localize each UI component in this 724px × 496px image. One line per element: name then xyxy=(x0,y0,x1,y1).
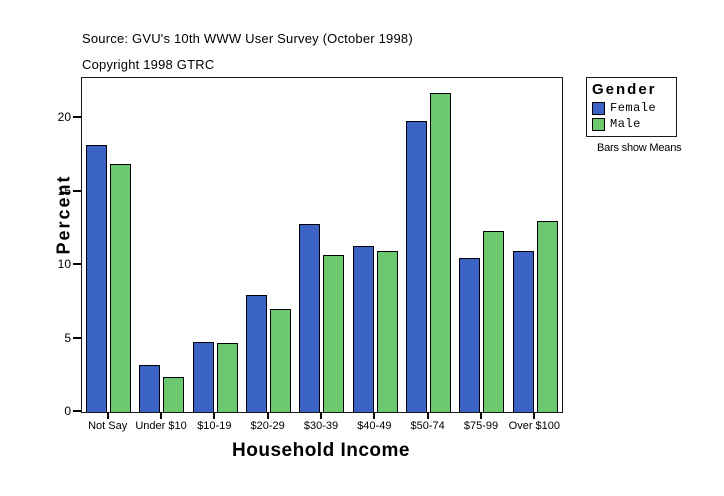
legend-item-male: Male xyxy=(592,117,672,131)
bar-female-2 xyxy=(192,342,214,412)
bar-female-5 xyxy=(352,246,374,412)
chart-source-text: Source: GVU's 10th WWW User Survey (Octo… xyxy=(82,31,413,46)
chart-copyright-text: Copyright 1998 GTRC xyxy=(82,57,215,72)
x-axis-title: Household Income xyxy=(232,440,410,461)
bar-female-4 xyxy=(299,224,321,412)
legend-title: Gender xyxy=(592,81,657,98)
plot-area xyxy=(81,77,563,413)
y-tick-label: 5 xyxy=(64,330,71,345)
x-tick-mark xyxy=(266,412,269,419)
x-tick-label: $10-19 xyxy=(197,420,232,432)
bar-group--10-19 xyxy=(189,342,242,412)
x-tick-label: $75-99 xyxy=(463,420,499,432)
y-tick-mark xyxy=(73,336,81,339)
x-tick-label: $40-49 xyxy=(357,420,392,432)
bar-male-0 xyxy=(110,164,132,412)
bar-male-5 xyxy=(376,251,398,412)
bar-male-1 xyxy=(163,377,185,412)
bar-female-7 xyxy=(459,258,481,412)
bar-group--20-29 xyxy=(242,295,295,412)
legend-item-label: Female xyxy=(610,101,657,115)
x-tick-mark xyxy=(480,412,482,419)
bar-male-7 xyxy=(483,231,505,412)
x-tick-mark xyxy=(373,412,376,419)
bar-group--75-99 xyxy=(455,231,508,412)
bar-group-over-100 xyxy=(509,221,562,412)
legend-item-female: Female xyxy=(592,101,672,115)
x-tick-label: $50-74 xyxy=(410,420,445,432)
bar-group--30-39 xyxy=(295,224,348,412)
bar-female-6 xyxy=(406,121,428,412)
x-tick-label: Not Say xyxy=(88,420,128,432)
x-tick-label: $20-29 xyxy=(250,420,285,432)
bar-group--50-74 xyxy=(402,93,455,412)
bar-female-3 xyxy=(246,295,268,412)
bars-show-means-note: Bars show Means xyxy=(597,142,682,154)
y-tick-mark xyxy=(73,116,81,119)
legend-item-label: Male xyxy=(610,117,641,131)
female-swatch-icon xyxy=(592,101,605,115)
bar-female-0 xyxy=(86,145,108,412)
x-tick-mark xyxy=(426,412,429,419)
legend: Gender Female Male xyxy=(586,77,677,137)
bar-male-6 xyxy=(430,93,452,412)
y-tick-label: 15 xyxy=(57,183,71,198)
bar-group-not-say xyxy=(82,145,135,412)
bar-female-1 xyxy=(139,365,161,412)
x-tick-mark xyxy=(160,412,162,419)
x-tick-label: Over $100 xyxy=(508,420,561,432)
bar-female-8 xyxy=(512,251,534,412)
y-tick-label: 10 xyxy=(57,257,71,272)
x-tick-mark xyxy=(320,412,322,419)
x-tick-mark xyxy=(533,412,536,419)
bar-group-under-10 xyxy=(135,365,188,412)
x-tick-mark xyxy=(106,412,109,419)
x-tick-label: Under $10 xyxy=(135,420,187,432)
bar-male-8 xyxy=(536,221,558,412)
x-tick-label: $30-39 xyxy=(303,420,339,432)
bar-male-3 xyxy=(270,309,292,412)
bar-male-4 xyxy=(323,255,345,412)
y-tick-mark xyxy=(73,189,81,192)
x-tick-mark xyxy=(213,412,216,419)
male-swatch-icon xyxy=(592,117,605,131)
y-tick-label: 0 xyxy=(64,404,71,418)
bar-male-2 xyxy=(216,343,238,412)
y-tick-mark xyxy=(73,410,81,412)
y-tick-label: 20 xyxy=(57,110,71,125)
bar-group--40-49 xyxy=(349,246,402,412)
y-tick-mark xyxy=(73,263,81,266)
